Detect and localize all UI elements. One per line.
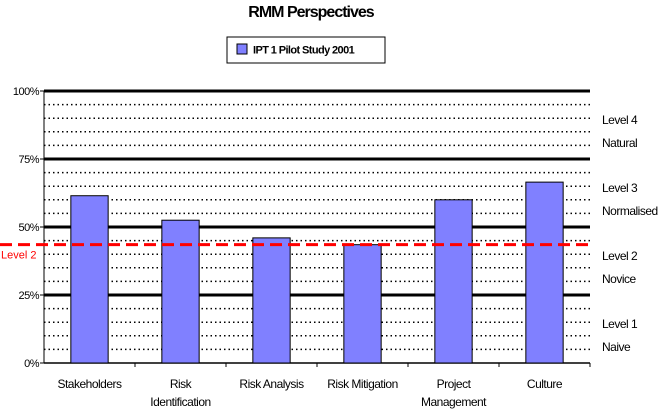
- legend-swatch: [236, 43, 248, 55]
- x-tick-label: Risk: [170, 377, 193, 391]
- bar: [343, 244, 382, 364]
- x-tick-label: Identification: [150, 395, 210, 409]
- band-label: Novice: [602, 272, 637, 286]
- band-label: Level 4: [602, 113, 638, 127]
- bar: [70, 195, 109, 364]
- band-label: Level 3: [602, 181, 638, 195]
- band-label: Level 1: [602, 317, 638, 331]
- x-tick-label: Project: [437, 377, 472, 391]
- x-tick-label: Risk Analysis: [239, 377, 304, 391]
- legend: IPT 1 Pilot Study 2001: [226, 36, 386, 64]
- chart-title: RMM Perspectives: [248, 4, 374, 21]
- bar: [525, 181, 564, 364]
- bar: [434, 199, 473, 364]
- reference-line-label: Level 2: [1, 250, 36, 262]
- band-label: Natural: [602, 136, 637, 150]
- y-tick-label: 100%: [13, 86, 40, 98]
- x-tick-label: Stakeholders: [57, 377, 122, 391]
- y-tick-label: 0%: [24, 358, 40, 370]
- band-label: Level 2: [602, 249, 638, 263]
- x-tick-label: Management: [421, 395, 487, 409]
- legend-label: IPT 1 Pilot Study 2001: [253, 45, 355, 57]
- band-label: Normalised: [602, 204, 658, 218]
- y-tick-label: 25%: [18, 290, 39, 302]
- band-label: Naive: [602, 340, 631, 354]
- plot-area: 0% 25% 50% 75% 100% Stakeholders Risk Identific…: [0, 86, 658, 409]
- x-tick-label: Culture: [527, 377, 563, 391]
- y-tick-label: 50%: [18, 222, 39, 234]
- bar: [161, 219, 200, 364]
- legend-box: [226, 36, 386, 64]
- bar: [252, 237, 291, 364]
- x-tick-label: Risk Mitigation: [327, 377, 398, 391]
- y-tick-label: 75%: [18, 154, 39, 166]
